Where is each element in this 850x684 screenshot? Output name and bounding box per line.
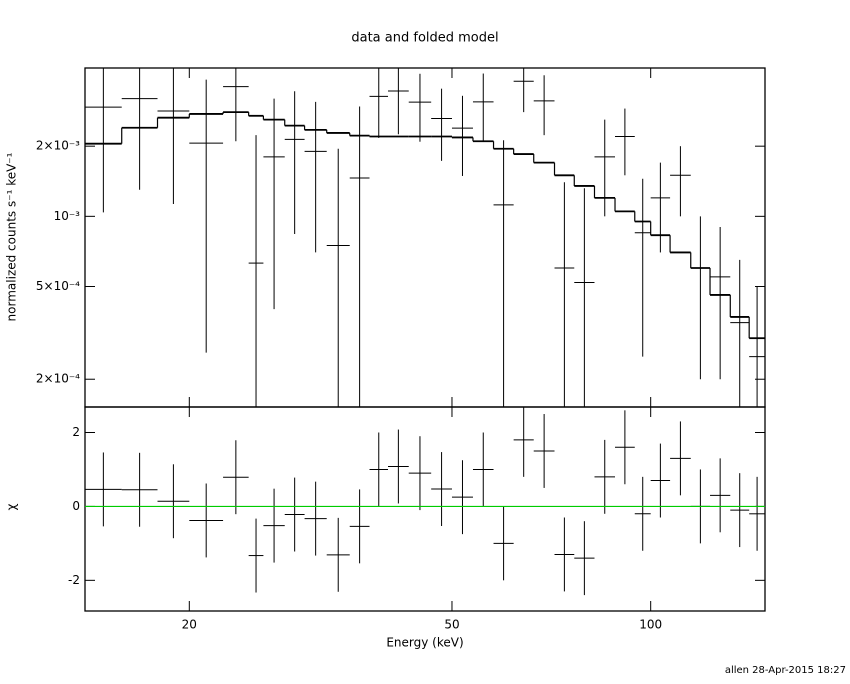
y-tick-label: 2×10⁻³ [36,139,80,153]
x-tick-label: 100 [639,618,662,632]
plot-frame [84,406,766,612]
y-tick-label: 2 [72,425,80,439]
y-axis-label: χ [5,503,19,510]
y-tick-label: 10⁻³ [54,209,81,223]
y-tick-label: 2×10⁻⁴ [36,372,80,386]
y-axis-label: normalized counts s⁻¹ keV⁻¹ [5,152,19,321]
plot-area [85,68,765,407]
y-tick-label: -2 [68,573,80,587]
plot-area [85,407,765,596]
y-tick-label: 5×10⁻⁴ [36,279,80,293]
x-tick-label: 20 [182,618,197,632]
footer: allen 28-Apr-2015 18:27 [725,665,846,676]
plot-frame [84,67,766,408]
chart-title: data and folded model [351,31,498,46]
x-axis-label: Energy (keV) [386,636,463,650]
y-tick-label: 0 [72,499,80,513]
x-tick-label: 50 [444,618,459,632]
